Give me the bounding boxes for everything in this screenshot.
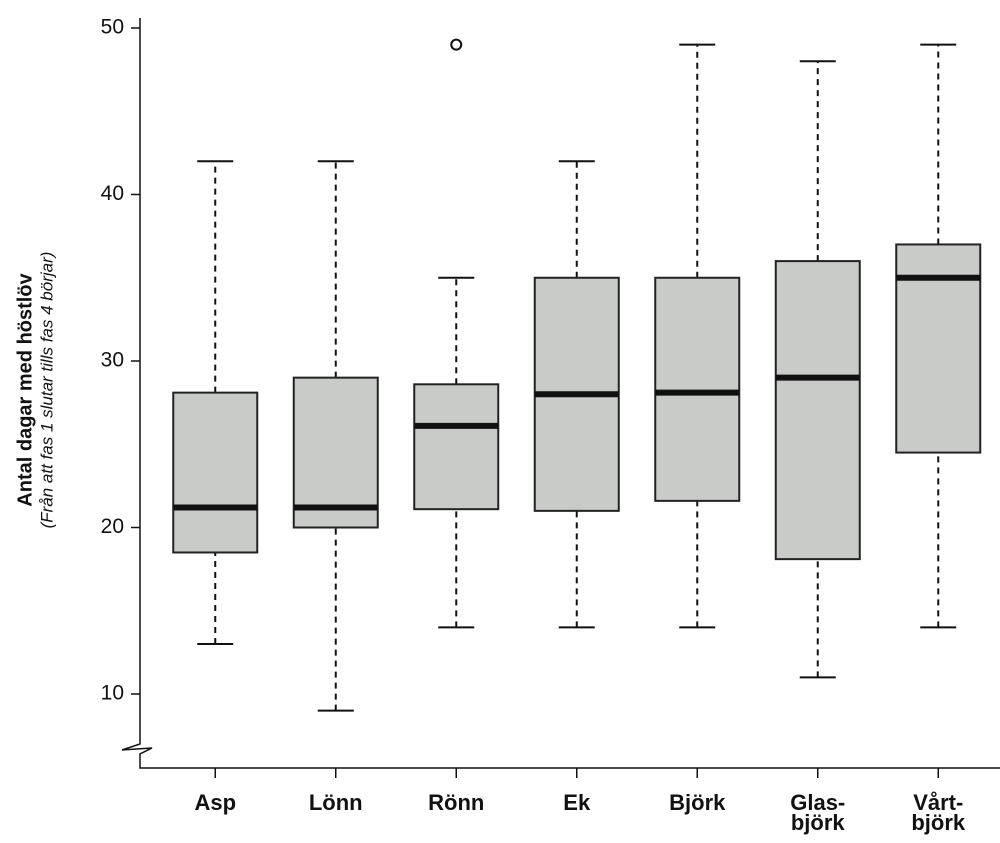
box bbox=[414, 384, 498, 509]
y-tick-label: 20 bbox=[101, 515, 124, 538]
box bbox=[655, 278, 739, 501]
x-tick-label-line: björk bbox=[911, 810, 966, 835]
y-axis-title-group: Antal dagar med höstlöv (Från att fas 1 … bbox=[14, 252, 56, 529]
y-axis-subtitle: (Från att fas 1 slutar tills fas 4 börja… bbox=[37, 252, 56, 529]
x-tick-label: Rönn bbox=[428, 790, 484, 815]
y-tick-label: 30 bbox=[101, 349, 124, 372]
x-tick-label: Björk bbox=[669, 790, 726, 815]
y-tick-label: 50 bbox=[101, 16, 124, 39]
outlier bbox=[451, 40, 461, 50]
x-tick-label: Lönn bbox=[309, 790, 363, 815]
x-tick-label: Asp bbox=[194, 790, 236, 815]
x-tick-label: Glas-björk bbox=[790, 790, 845, 835]
x-tick-label-line: björk bbox=[791, 810, 846, 835]
x-tick-label: Ek bbox=[563, 790, 591, 815]
y-axis-title: Antal dagar med höstlöv bbox=[14, 272, 36, 506]
y-tick-label: 40 bbox=[101, 182, 124, 205]
x-tick-label: Vårt-björk bbox=[911, 790, 966, 835]
chart: Antal dagar med höstlöv (Från att fas 1 … bbox=[0, 0, 1000, 838]
box bbox=[776, 261, 860, 559]
box bbox=[173, 393, 257, 553]
y-tick-label: 10 bbox=[101, 682, 124, 705]
